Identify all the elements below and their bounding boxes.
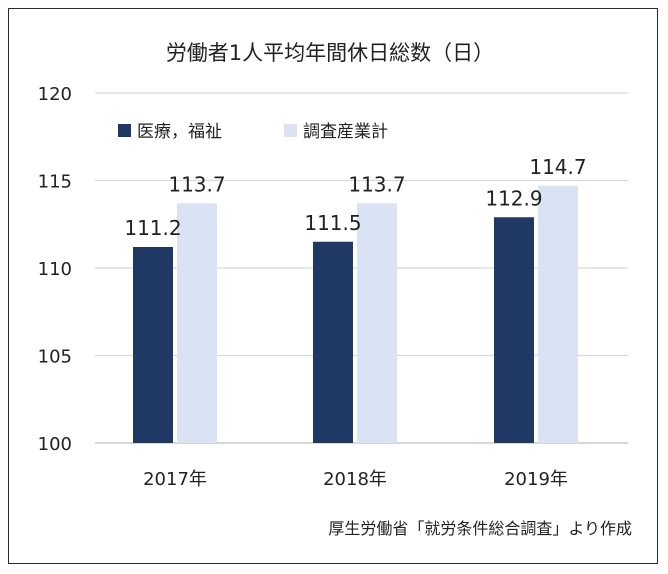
x-tick-label: 2018年 [323, 469, 387, 490]
bar-chosa-sangyokei [177, 203, 217, 443]
legend-swatch [284, 124, 297, 137]
legend-swatch [118, 124, 131, 137]
x-axis: 2017年 2018年 2019年 [143, 469, 568, 490]
bar-chosa-sangyokei [357, 203, 397, 443]
data-label: 111.5 [304, 211, 361, 235]
data-label: 113.7 [168, 172, 225, 196]
y-tick-label: 100 [38, 434, 72, 455]
source-note: 厚生労働省「就労条件総合調査」より作成 [328, 519, 632, 538]
data-label: 114.7 [529, 155, 586, 179]
y-tick-label: 120 [38, 84, 72, 105]
bar-chosa-sangyokei [538, 185, 578, 443]
data-label: 111.2 [124, 216, 181, 240]
y-tick-label: 105 [38, 347, 72, 368]
data-label: 113.7 [348, 172, 405, 196]
x-tick-label: 2017年 [143, 469, 207, 490]
bar-iryo-fukushi [494, 217, 534, 443]
bar-iryo-fukushi [313, 241, 353, 443]
value-labels: 111.2 111.5 112.9 113.7 113.7 114.7 [124, 155, 586, 240]
legend-label: 医療，福祉 [137, 122, 222, 142]
bars [133, 185, 578, 443]
y-axis: 100 105 110 115 120 [38, 84, 72, 455]
x-tick-label: 2019年 [504, 469, 568, 490]
chart-title: 労働者1人平均年間休日総数（日） [166, 41, 494, 65]
y-tick-label: 115 [38, 172, 72, 193]
y-tick-label: 110 [38, 259, 72, 280]
data-label: 112.9 [485, 186, 542, 210]
legend-label: 調査産業計 [303, 122, 388, 142]
legend: 医療，福祉 調査産業計 [118, 122, 388, 142]
bar-iryo-fukushi [133, 247, 173, 443]
